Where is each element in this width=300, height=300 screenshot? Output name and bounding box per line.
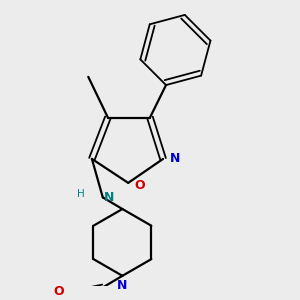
Text: O: O — [134, 179, 145, 192]
Text: N: N — [117, 279, 128, 292]
Text: N: N — [169, 152, 180, 165]
Text: H: H — [77, 190, 85, 200]
Text: O: O — [53, 285, 64, 298]
Text: N: N — [103, 191, 114, 204]
